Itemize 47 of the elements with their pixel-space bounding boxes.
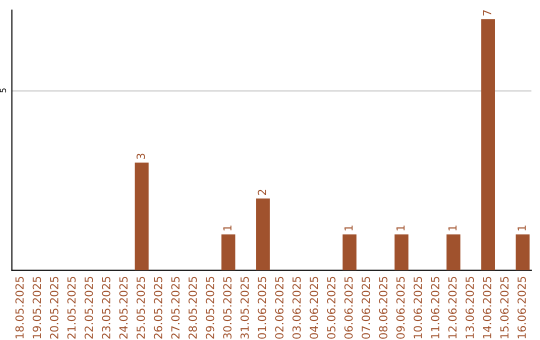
bar	[481, 19, 495, 270]
data-label: 1	[518, 226, 526, 230]
x-tick-label: 16.06.2025	[518, 276, 526, 338]
bar	[221, 234, 236, 270]
bar	[342, 234, 356, 270]
x-tick-label: 23.05.2025	[102, 276, 110, 339]
data-label: 1	[223, 226, 232, 230]
x-tick-label: 11.06.2025	[430, 276, 440, 338]
bar	[134, 162, 149, 270]
x-tick-label: 12.06.2025	[448, 276, 457, 338]
x-tick-label: 08.06.2025	[378, 276, 388, 339]
x-tick-label: 31.05.2025	[240, 276, 249, 339]
x-tick-label: 30.05.2025	[223, 276, 232, 339]
x-tick-label: 13.06.2025	[466, 276, 474, 338]
x-tick-label: 06.06.2025	[344, 276, 353, 339]
x-tick-label: 01.06.2025	[258, 276, 266, 339]
data-label: 1	[448, 226, 457, 230]
x-tick-label: 22.05.2025	[84, 276, 94, 339]
x-tick-label: 24.05.2025	[119, 276, 128, 339]
x-tick-label: 14.06.2025	[482, 276, 492, 338]
x-tick-label: 02.06.2025	[275, 276, 284, 339]
data-label: 2	[258, 190, 266, 195]
data-label: 7	[483, 10, 492, 16]
x-tick-label: 10.06.2025	[414, 276, 422, 338]
bar	[516, 234, 530, 270]
y-tick-label: 5	[0, 88, 6, 92]
x-tick-label: 28.05.2025	[188, 276, 197, 339]
bar	[256, 198, 270, 270]
x-tick-label: 15.06.2025	[500, 276, 509, 338]
x-tick-label: 09.06.2025	[396, 276, 405, 339]
x-tick-label: 03.06.2025	[292, 276, 301, 339]
data-label: 1	[396, 226, 405, 230]
x-tick-label: 18.05.2025	[15, 276, 24, 338]
x-tick-label: 05.06.2025	[327, 276, 336, 339]
x-tick-label: 26.05.2025	[154, 276, 162, 339]
x-tick-label: 19.05.2025	[32, 276, 42, 338]
data-label: 1	[344, 226, 353, 230]
bar	[446, 234, 460, 270]
x-tick-label: 29.05.2025	[206, 276, 214, 339]
x-tick-label: 04.06.2025	[310, 276, 318, 339]
x-tick-label: 21.05.2025	[67, 276, 76, 339]
x-tick-label: 27.05.2025	[171, 276, 180, 339]
x-tick-label: 07.06.2025	[362, 276, 370, 339]
x-tick-label: 25.05.2025	[136, 276, 145, 339]
x-tick-label: 20.05.2025	[50, 276, 58, 339]
data-label: 3	[136, 154, 145, 160]
bar	[394, 234, 408, 270]
